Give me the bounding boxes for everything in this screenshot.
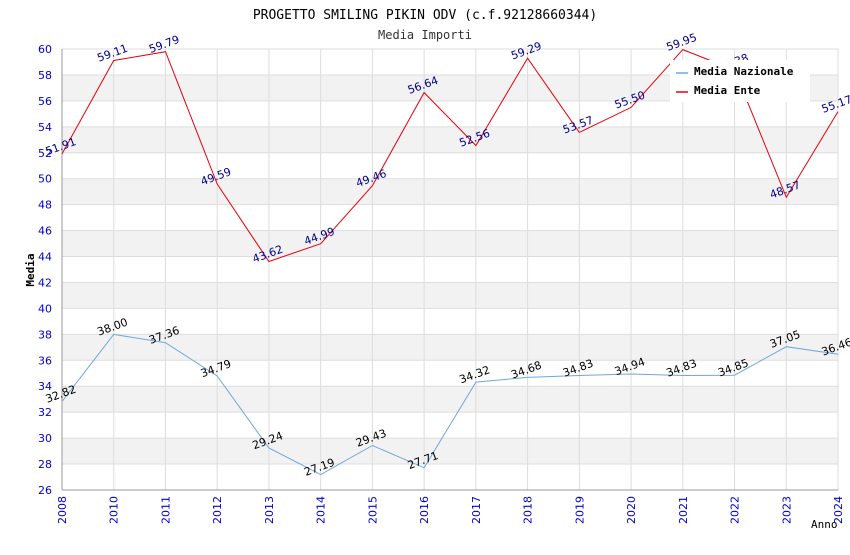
- background-band: [62, 178, 838, 205]
- x-tick-label: 2021: [677, 496, 690, 524]
- x-tick-label: 2008: [56, 496, 69, 524]
- background-band: [62, 438, 838, 465]
- data-label: 34.32: [458, 363, 492, 386]
- data-label: 59.79: [147, 33, 181, 56]
- series-line-media-nazionale: [61, 333, 839, 476]
- y-tick-label: 54: [38, 121, 52, 134]
- gridlines: [61, 48, 839, 491]
- x-tick-label: 2024: [832, 496, 845, 524]
- y-tick-label: 42: [38, 276, 52, 289]
- data-label: 59.11: [96, 42, 130, 65]
- x-tick-label: 2015: [366, 496, 379, 524]
- background-band: [62, 282, 838, 309]
- y-tick-label: 26: [38, 484, 52, 497]
- x-tick-label: 2019: [573, 496, 586, 524]
- legend-label-media-ente: Media Ente: [694, 84, 761, 97]
- series-line-media-ente: [61, 49, 839, 263]
- y-tick-label: 40: [38, 302, 52, 315]
- x-tick-label: 2013: [263, 496, 276, 524]
- y-tick-label: 50: [38, 173, 52, 186]
- background-band: [62, 386, 838, 413]
- x-tick-label: 2010: [108, 496, 121, 524]
- x-tick-label: 2012: [211, 496, 224, 524]
- x-tick-label: 2018: [522, 496, 535, 524]
- x-tick-label: 2014: [315, 496, 328, 524]
- y-tick-label: 60: [38, 43, 52, 56]
- x-tick-label: 2017: [470, 496, 483, 524]
- x-tick-labels: 2008 2010 2011 2012 2013 2014 2015 2016 2017 2018…: [56, 496, 845, 524]
- background-band: [62, 334, 838, 361]
- y-tick-label: 48: [38, 199, 52, 212]
- y-tick-label: 46: [38, 225, 52, 238]
- y-tick-label: 36: [38, 354, 52, 367]
- y-tick-labels: 26 28 30 32 34 36 38 40 42 44 46 48 50 52 54 56 58 60: [38, 43, 52, 497]
- chart-subtitle: Media Importi: [378, 28, 472, 42]
- x-tick-label: 2016: [418, 496, 431, 524]
- x-tick-label: 2022: [729, 496, 742, 524]
- y-tick-label: 34: [38, 380, 52, 393]
- x-tick-label: 2020: [625, 496, 638, 524]
- x-tick-label: 2011: [159, 496, 172, 524]
- y-tick-label: 44: [38, 251, 52, 264]
- data-label: 51.91: [44, 135, 78, 158]
- background-bands: [62, 74, 838, 465]
- y-tick-label: 56: [38, 95, 52, 108]
- background-band: [62, 230, 838, 257]
- y-tick-label: 30: [38, 432, 52, 445]
- y-tick-label: 28: [38, 458, 52, 471]
- axes: [61, 49, 838, 491]
- legend-label-media-nazionale: Media Nazionale: [694, 65, 794, 78]
- data-label: 59.29: [509, 39, 543, 62]
- y-tick-label: 38: [38, 328, 52, 341]
- y-tick-label: 52: [38, 147, 52, 160]
- data-label: 34.68: [509, 359, 543, 382]
- legend-box: [670, 60, 810, 102]
- y-tick-label: 58: [38, 69, 52, 82]
- legend: Media Nazionale Media Ente: [670, 60, 810, 102]
- x-tick-label: 2023: [780, 496, 793, 524]
- y-tick-label: 32: [38, 406, 52, 419]
- background-band: [62, 126, 838, 153]
- y-axis-label: Media: [24, 253, 37, 286]
- series-lines: [61, 49, 839, 476]
- x-axis-label: Anno: [811, 518, 838, 531]
- chart-title: PROGETTO SMILING PIKIN ODV (c.f.92128660…: [253, 8, 597, 23]
